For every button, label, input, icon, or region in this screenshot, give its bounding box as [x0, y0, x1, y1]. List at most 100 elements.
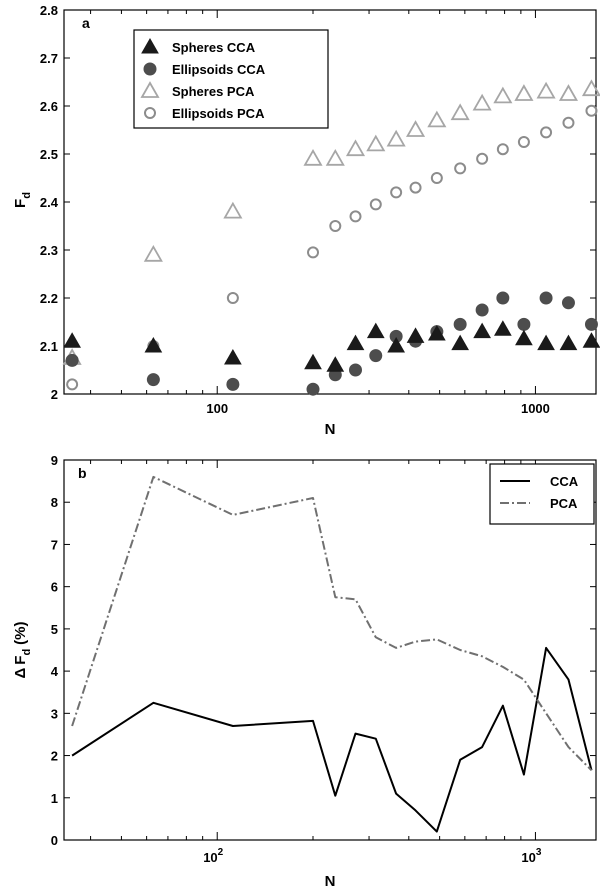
panel-b-ylabel-unit: (%) [12, 621, 29, 644]
ellipsoids-pca-point [390, 186, 403, 199]
y-tick-label: 2.7 [40, 51, 58, 66]
ellipsoids-cca-legend-marker [143, 62, 157, 76]
spheres-cca-point [406, 327, 425, 343]
y-tick-label: 9 [51, 453, 58, 468]
ellipsoids-pca-point [454, 162, 467, 175]
y-tick-label: 4 [51, 664, 59, 679]
spheres-cca-legend-marker [141, 37, 159, 54]
x-tick-base: 10 [203, 850, 217, 865]
panel-b-legend-box [489, 463, 595, 525]
ellipsoids-cca-legend-label: Ellipsoids CCA [172, 62, 266, 77]
x-tick-label: 103 [521, 847, 541, 865]
ellipsoids-pca-legend-marker [144, 107, 156, 119]
spheres-pca-point [325, 148, 345, 166]
spheres-cca-legend-label: Spheres CCA [172, 40, 256, 55]
ellipsoids-pca-point [585, 104, 598, 117]
ellipsoids-pca-point [562, 116, 575, 129]
spheres-pca-point [581, 79, 600, 97]
panel-b-ylabel-sub: d [21, 649, 33, 656]
panel-a-marks [62, 79, 600, 396]
spheres-cca-point [304, 353, 322, 370]
panel-b-ylabel-main: F [12, 656, 29, 665]
spheres-pca-point [450, 103, 470, 121]
ellipsoids-cca-point [146, 373, 160, 387]
y-tick-label: 0 [51, 833, 58, 848]
ellipsoids-pca-point [496, 143, 509, 156]
ellipsoids-cca-point [65, 353, 79, 367]
y-tick-label: 2.2 [40, 291, 58, 306]
ellipsoids-pca-point [226, 292, 239, 304]
spheres-cca-point [515, 329, 533, 346]
y-tick-label: 2.4 [40, 195, 59, 210]
spheres-pca-point [143, 244, 163, 262]
panel-b-marks [71, 475, 593, 833]
spheres-cca-point [493, 320, 512, 336]
ellipsoids-cca-point [584, 317, 598, 331]
spheres-pca-point [493, 86, 513, 104]
spheres-pca-point [303, 148, 323, 166]
x-tick-label: 100 [206, 401, 228, 416]
ellipsoids-pca-point [409, 181, 422, 194]
x-tick-label: 102 [203, 847, 223, 865]
panel-b-legend: CCA PCA [489, 463, 595, 525]
pca-series-line [71, 475, 593, 772]
panel-b-ylabel-delta: Δ [12, 668, 29, 679]
x-tick-base: 10 [521, 850, 535, 865]
y-tick-label: 2.5 [40, 147, 58, 162]
ellipsoids-pca-point [369, 198, 382, 211]
cca-series-line [71, 646, 593, 833]
spheres-cca-point [559, 334, 578, 351]
spheres-pca-point [223, 201, 243, 219]
spheres-pca-point [345, 139, 366, 157]
ellipsoids-pca-point [329, 220, 342, 232]
spheres-cca-point [346, 334, 365, 351]
panel-b-plot-frame [63, 459, 597, 841]
ellipsoids-pca-legend-label: Ellipsoids PCA [172, 106, 265, 121]
spheres-cca-point [473, 322, 491, 339]
ellipsoids-cca-point [349, 363, 363, 377]
spheres-cca-point [582, 332, 600, 348]
spheres-pca-point [405, 120, 426, 137]
y-tick-label: 8 [51, 495, 58, 510]
spheres-cca-point [224, 348, 242, 365]
ellipsoids-cca-point [226, 377, 240, 391]
y-tick-label: 2.8 [40, 3, 58, 18]
ellipsoids-pca-point [517, 136, 530, 148]
spheres-cca-point [326, 356, 345, 372]
panel-a-ylabel-main: F [12, 199, 29, 208]
y-tick-label: 2 [51, 387, 58, 402]
y-tick-label: 2.3 [40, 243, 58, 258]
spheres-pca-point [514, 84, 534, 101]
ellipsoids-cca-point [369, 349, 383, 363]
y-tick-label: 7 [51, 537, 58, 552]
spheres-pca-point [366, 134, 386, 152]
spheres-cca-point [366, 322, 385, 339]
ellipsoids-pca-point [476, 152, 489, 165]
spheres-cca-point [537, 334, 555, 351]
panel-b-ylabel: ΔFd (%) [12, 621, 33, 678]
spheres-pca-point [558, 84, 579, 101]
spheres-pca-point [427, 110, 447, 128]
x-tick-label: 1000 [521, 401, 550, 416]
x-tick-exponent: 2 [218, 847, 224, 858]
spheres-pca-point [472, 93, 492, 111]
y-tick-label: 1 [51, 791, 58, 806]
panel-a-legend: Spheres CCA Ellipsoids CCA Spheres PCA Elli… [133, 29, 329, 129]
panel-a-legend-box [133, 29, 329, 129]
ellipsoids-cca-point [561, 296, 575, 310]
panel-b-xlabel: N [325, 873, 336, 890]
panel-a-ylabel: Fd [12, 192, 33, 208]
panel-a-letter: a [82, 15, 90, 31]
spheres-cca-point [63, 332, 81, 348]
spheres-pca-point [536, 81, 556, 99]
panel-a-ylabel-sub: d [21, 192, 33, 199]
panel-a-xlabel: N [325, 421, 336, 438]
ellipsoids-pca-point [540, 126, 553, 139]
y-tick-label: 3 [51, 706, 58, 721]
spheres-cca-point [144, 336, 163, 353]
y-tick-label: 2 [51, 749, 58, 764]
